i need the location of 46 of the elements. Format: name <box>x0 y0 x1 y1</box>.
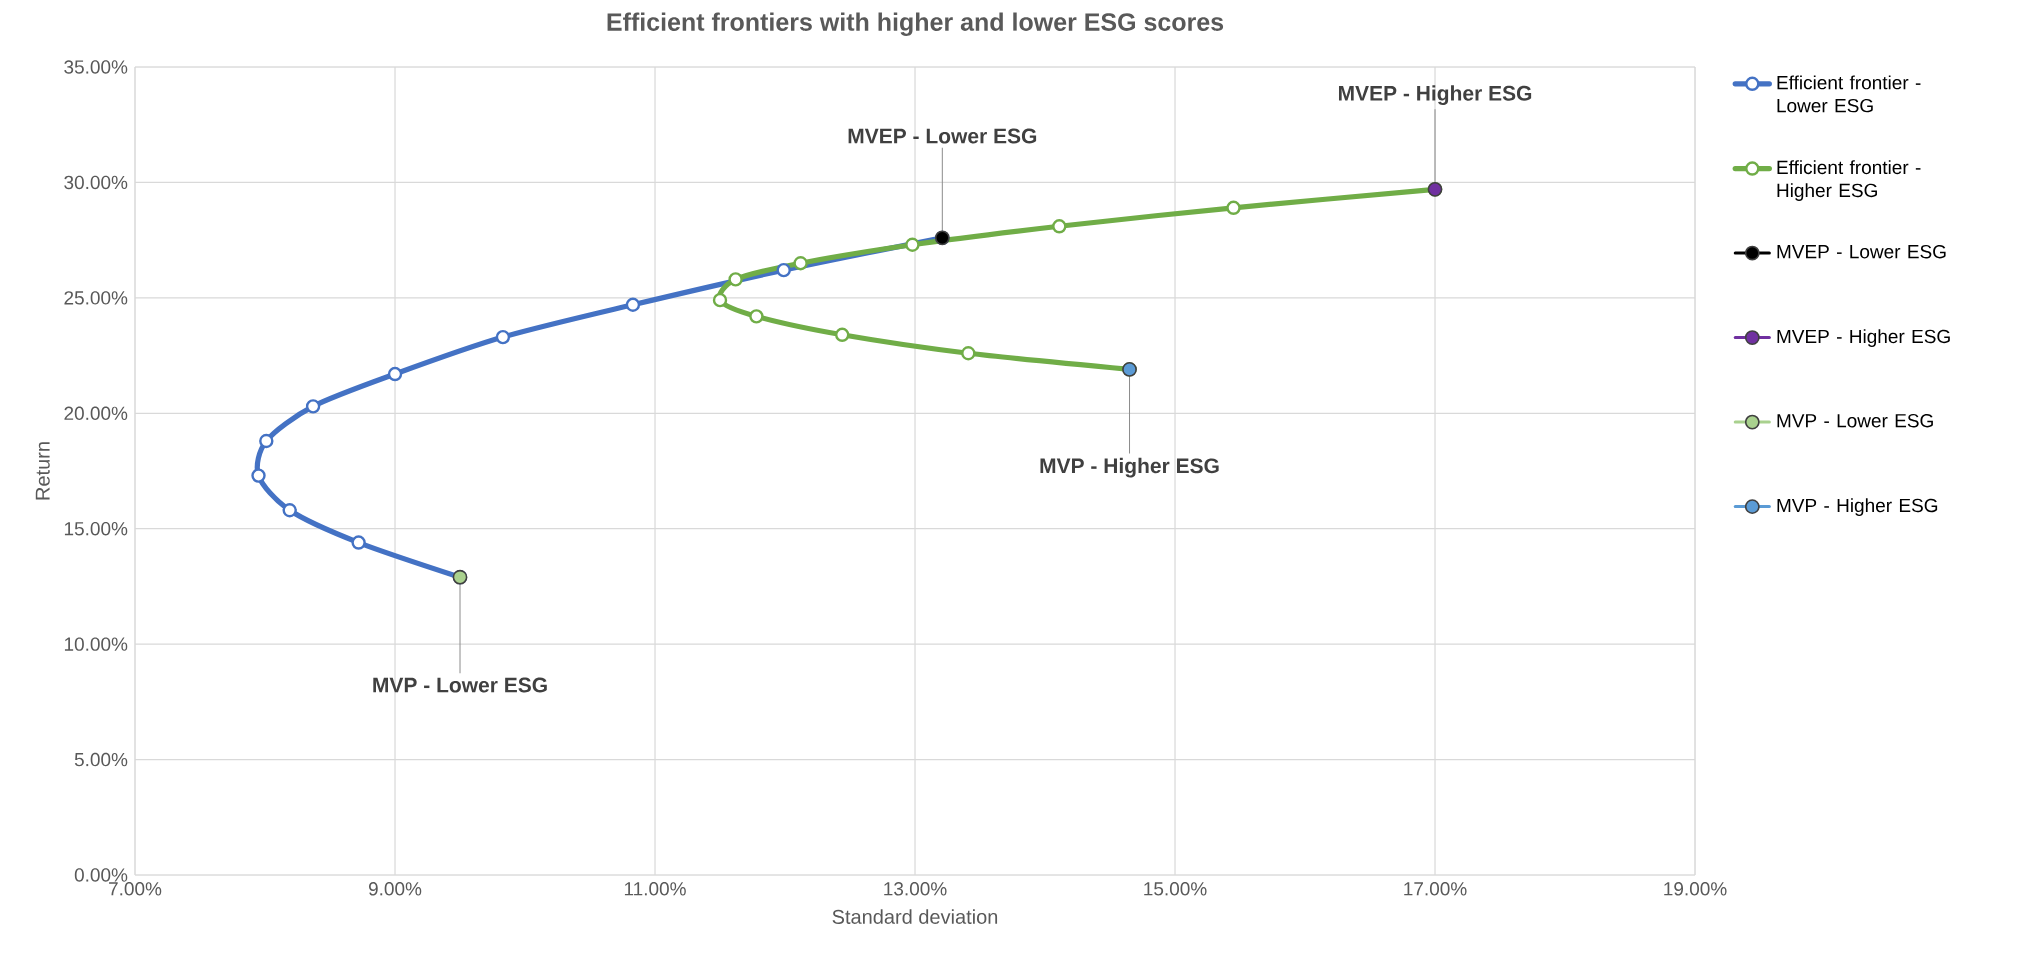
x-tick-label: 11.00% <box>624 882 686 896</box>
point <box>305 399 321 414</box>
point <box>251 468 266 483</box>
y-tick-label: 5.00% <box>74 752 128 767</box>
x-tick-label: 7.00% <box>109 882 162 896</box>
legend-label: MVEP - Higher ESG <box>1777 329 1950 347</box>
x-tick-label: 19.00% <box>1664 882 1727 896</box>
point <box>749 309 764 324</box>
y-tick-label: 15.00% <box>64 521 128 536</box>
x-tick-label: 9.00% <box>368 882 422 896</box>
point <box>793 256 808 271</box>
legend-label: MVP - Lower ESG <box>1777 413 1933 428</box>
annotation: MVP - Lower ESG <box>373 677 547 693</box>
chart-title: Efficient frontiers with higher and lower ESG scores <box>607 12 1224 36</box>
point <box>1052 219 1067 234</box>
point <box>387 366 403 382</box>
point <box>259 433 274 449</box>
y-tick-label: 30.00% <box>64 175 128 190</box>
legend-label: Efficient frontier - Lower ESG <box>1777 75 1921 113</box>
point <box>282 503 297 518</box>
point <box>351 535 366 550</box>
x-axis-title: Standard deviation <box>832 909 998 924</box>
annotation: MVEP - Lower ESG <box>848 128 1037 144</box>
legend-label: Efficient frontier - Higher ESG <box>1777 160 1921 201</box>
x-tick-label: 15.00% <box>1144 882 1207 896</box>
y-tick-label: 0.00% <box>74 868 128 882</box>
y-tick-label: 35.00% <box>64 60 128 74</box>
point <box>728 272 743 287</box>
y-tick-label: 10.00% <box>64 637 128 651</box>
y-axis-title: Return <box>35 442 50 500</box>
point <box>1226 200 1241 216</box>
x-tick-label: 13.00% <box>884 882 947 896</box>
point <box>712 292 728 308</box>
annotation: MVEP - Higher ESG <box>1338 85 1532 105</box>
point <box>495 329 511 345</box>
point <box>961 346 976 361</box>
y-tick-label: 20.00% <box>64 406 128 421</box>
legend-label: MVEP - Lower ESG <box>1777 244 1946 259</box>
legend-label: MVP - Higher ESG <box>1777 498 1938 516</box>
point <box>905 237 920 252</box>
point <box>625 297 641 312</box>
x-tick-label: 17.00% <box>1404 882 1467 896</box>
y-tick-label: 25.00% <box>64 291 128 305</box>
point <box>835 327 850 342</box>
point <box>776 262 791 278</box>
annotation: MVP - Higher ESG <box>1040 457 1219 478</box>
